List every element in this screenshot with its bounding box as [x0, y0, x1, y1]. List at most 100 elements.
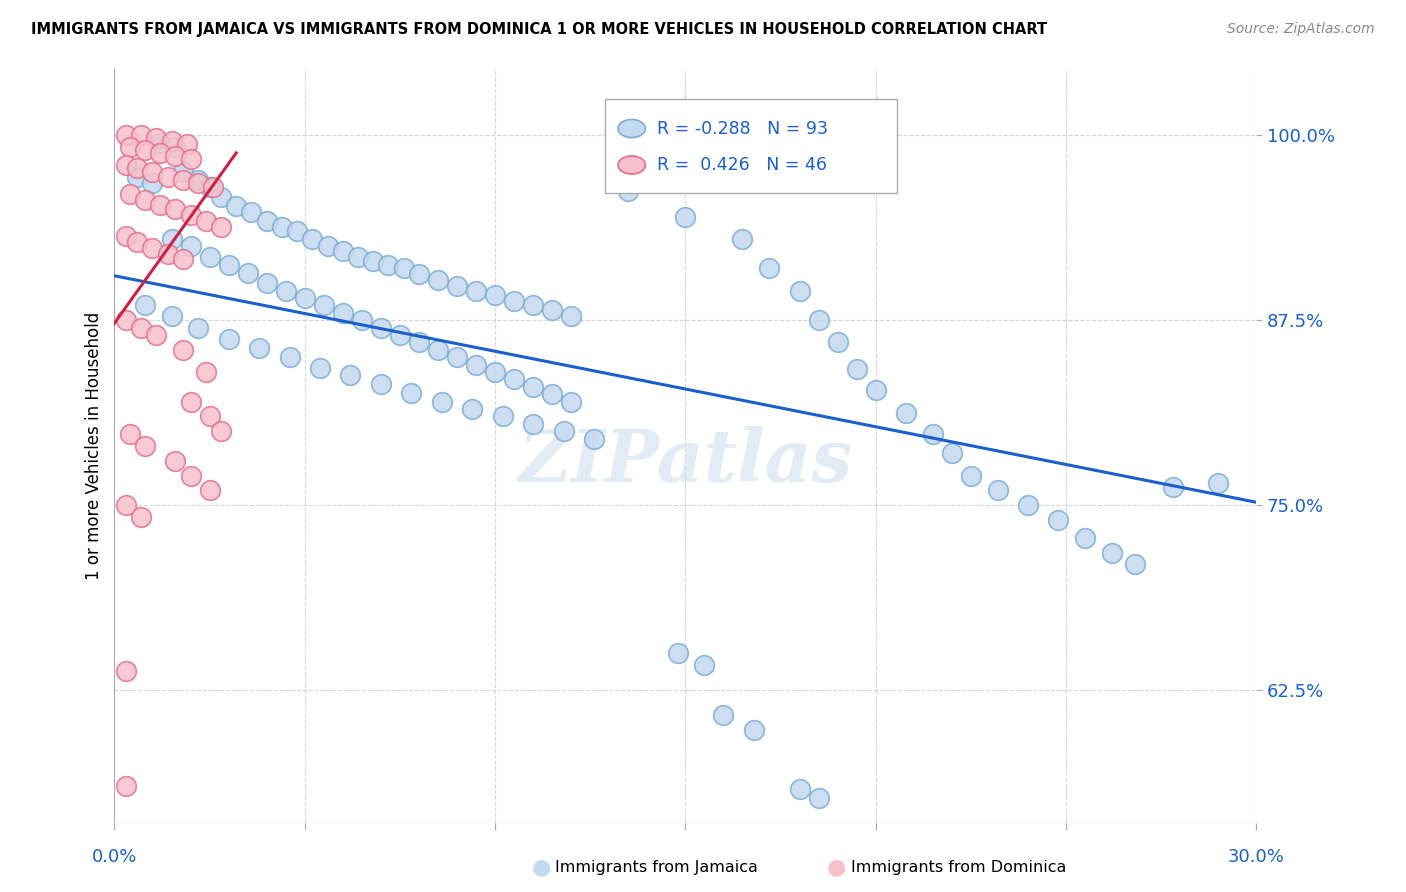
Point	[127, 161, 149, 175]
Point	[522, 298, 544, 312]
Point	[370, 376, 392, 391]
Text: ●: ●	[531, 857, 551, 877]
Point	[176, 136, 198, 151]
Point	[114, 498, 136, 512]
Point	[693, 658, 716, 673]
Point	[408, 267, 430, 281]
Circle shape	[619, 156, 645, 174]
Point	[392, 261, 415, 276]
Point	[141, 165, 163, 179]
Point	[807, 791, 830, 805]
Point	[172, 252, 194, 267]
Point	[370, 320, 392, 334]
Point	[617, 185, 640, 199]
Text: ●: ●	[827, 857, 846, 877]
Point	[309, 360, 332, 375]
Point	[332, 306, 354, 320]
Point	[114, 313, 136, 327]
Point	[141, 176, 163, 190]
Point	[1074, 531, 1097, 545]
Point	[114, 158, 136, 172]
Point	[180, 239, 202, 253]
Point	[388, 328, 411, 343]
Point	[560, 394, 582, 409]
Point	[1161, 480, 1184, 494]
Point	[149, 136, 172, 150]
Point	[129, 510, 152, 524]
Point	[198, 250, 221, 264]
Point	[180, 468, 202, 483]
Point	[553, 424, 575, 438]
Point	[256, 276, 278, 290]
Point	[198, 483, 221, 498]
Point	[301, 232, 323, 246]
Point	[180, 152, 202, 166]
Point	[165, 454, 187, 468]
Point	[274, 284, 297, 298]
Point	[960, 468, 983, 483]
Point	[461, 402, 484, 417]
Point	[118, 187, 141, 202]
Point	[312, 298, 335, 312]
Text: IMMIGRANTS FROM JAMAICA VS IMMIGRANTS FROM DOMINICA 1 OR MORE VEHICLES IN HOUSEH: IMMIGRANTS FROM JAMAICA VS IMMIGRANTS FR…	[31, 22, 1047, 37]
Point	[209, 219, 232, 234]
Point	[582, 432, 605, 446]
Point	[285, 224, 308, 238]
Point	[134, 143, 156, 157]
Point	[114, 128, 136, 142]
Point	[114, 228, 136, 243]
FancyBboxPatch shape	[606, 99, 897, 193]
Point	[350, 313, 373, 327]
Point	[156, 169, 179, 184]
Point	[807, 313, 830, 327]
Text: R =  0.426   N = 46: R = 0.426 N = 46	[657, 156, 827, 174]
Point	[149, 145, 172, 160]
Point	[180, 208, 202, 222]
Point	[332, 244, 354, 258]
Point	[129, 128, 152, 142]
Point	[430, 394, 453, 409]
Circle shape	[619, 120, 645, 137]
Point	[256, 214, 278, 228]
Text: ZIPatlas: ZIPatlas	[519, 425, 852, 497]
Point	[921, 427, 943, 442]
Point	[347, 250, 370, 264]
Point	[160, 134, 183, 148]
Point	[1047, 513, 1070, 527]
Point	[160, 232, 183, 246]
Point	[1206, 475, 1229, 490]
Y-axis label: 1 or more Vehicles in Household: 1 or more Vehicles in Household	[86, 312, 103, 580]
Point	[134, 298, 156, 312]
Point	[377, 259, 399, 273]
Point	[894, 406, 917, 420]
Point	[172, 172, 194, 186]
Point	[845, 362, 868, 376]
Point	[339, 368, 361, 382]
Point	[789, 284, 811, 298]
Point	[172, 343, 194, 357]
Point	[145, 131, 167, 145]
Point	[673, 210, 696, 224]
Point	[278, 350, 301, 364]
Point	[361, 254, 384, 268]
Point	[316, 239, 339, 253]
Point	[187, 320, 209, 334]
Point	[198, 409, 221, 424]
Text: Source: ZipAtlas.com: Source: ZipAtlas.com	[1227, 22, 1375, 37]
Point	[198, 180, 221, 194]
Point	[172, 165, 194, 179]
Point	[236, 266, 259, 280]
Point	[165, 149, 187, 163]
Point	[114, 664, 136, 678]
Point	[247, 341, 270, 355]
Point	[1101, 545, 1123, 559]
Point	[522, 380, 544, 394]
Point	[240, 205, 263, 219]
Point	[758, 261, 780, 276]
Point	[160, 309, 183, 323]
Point	[503, 293, 526, 308]
Text: Immigrants from Jamaica: Immigrants from Jamaica	[555, 861, 758, 875]
Point	[134, 439, 156, 453]
Point	[541, 387, 564, 401]
Point	[209, 190, 232, 204]
